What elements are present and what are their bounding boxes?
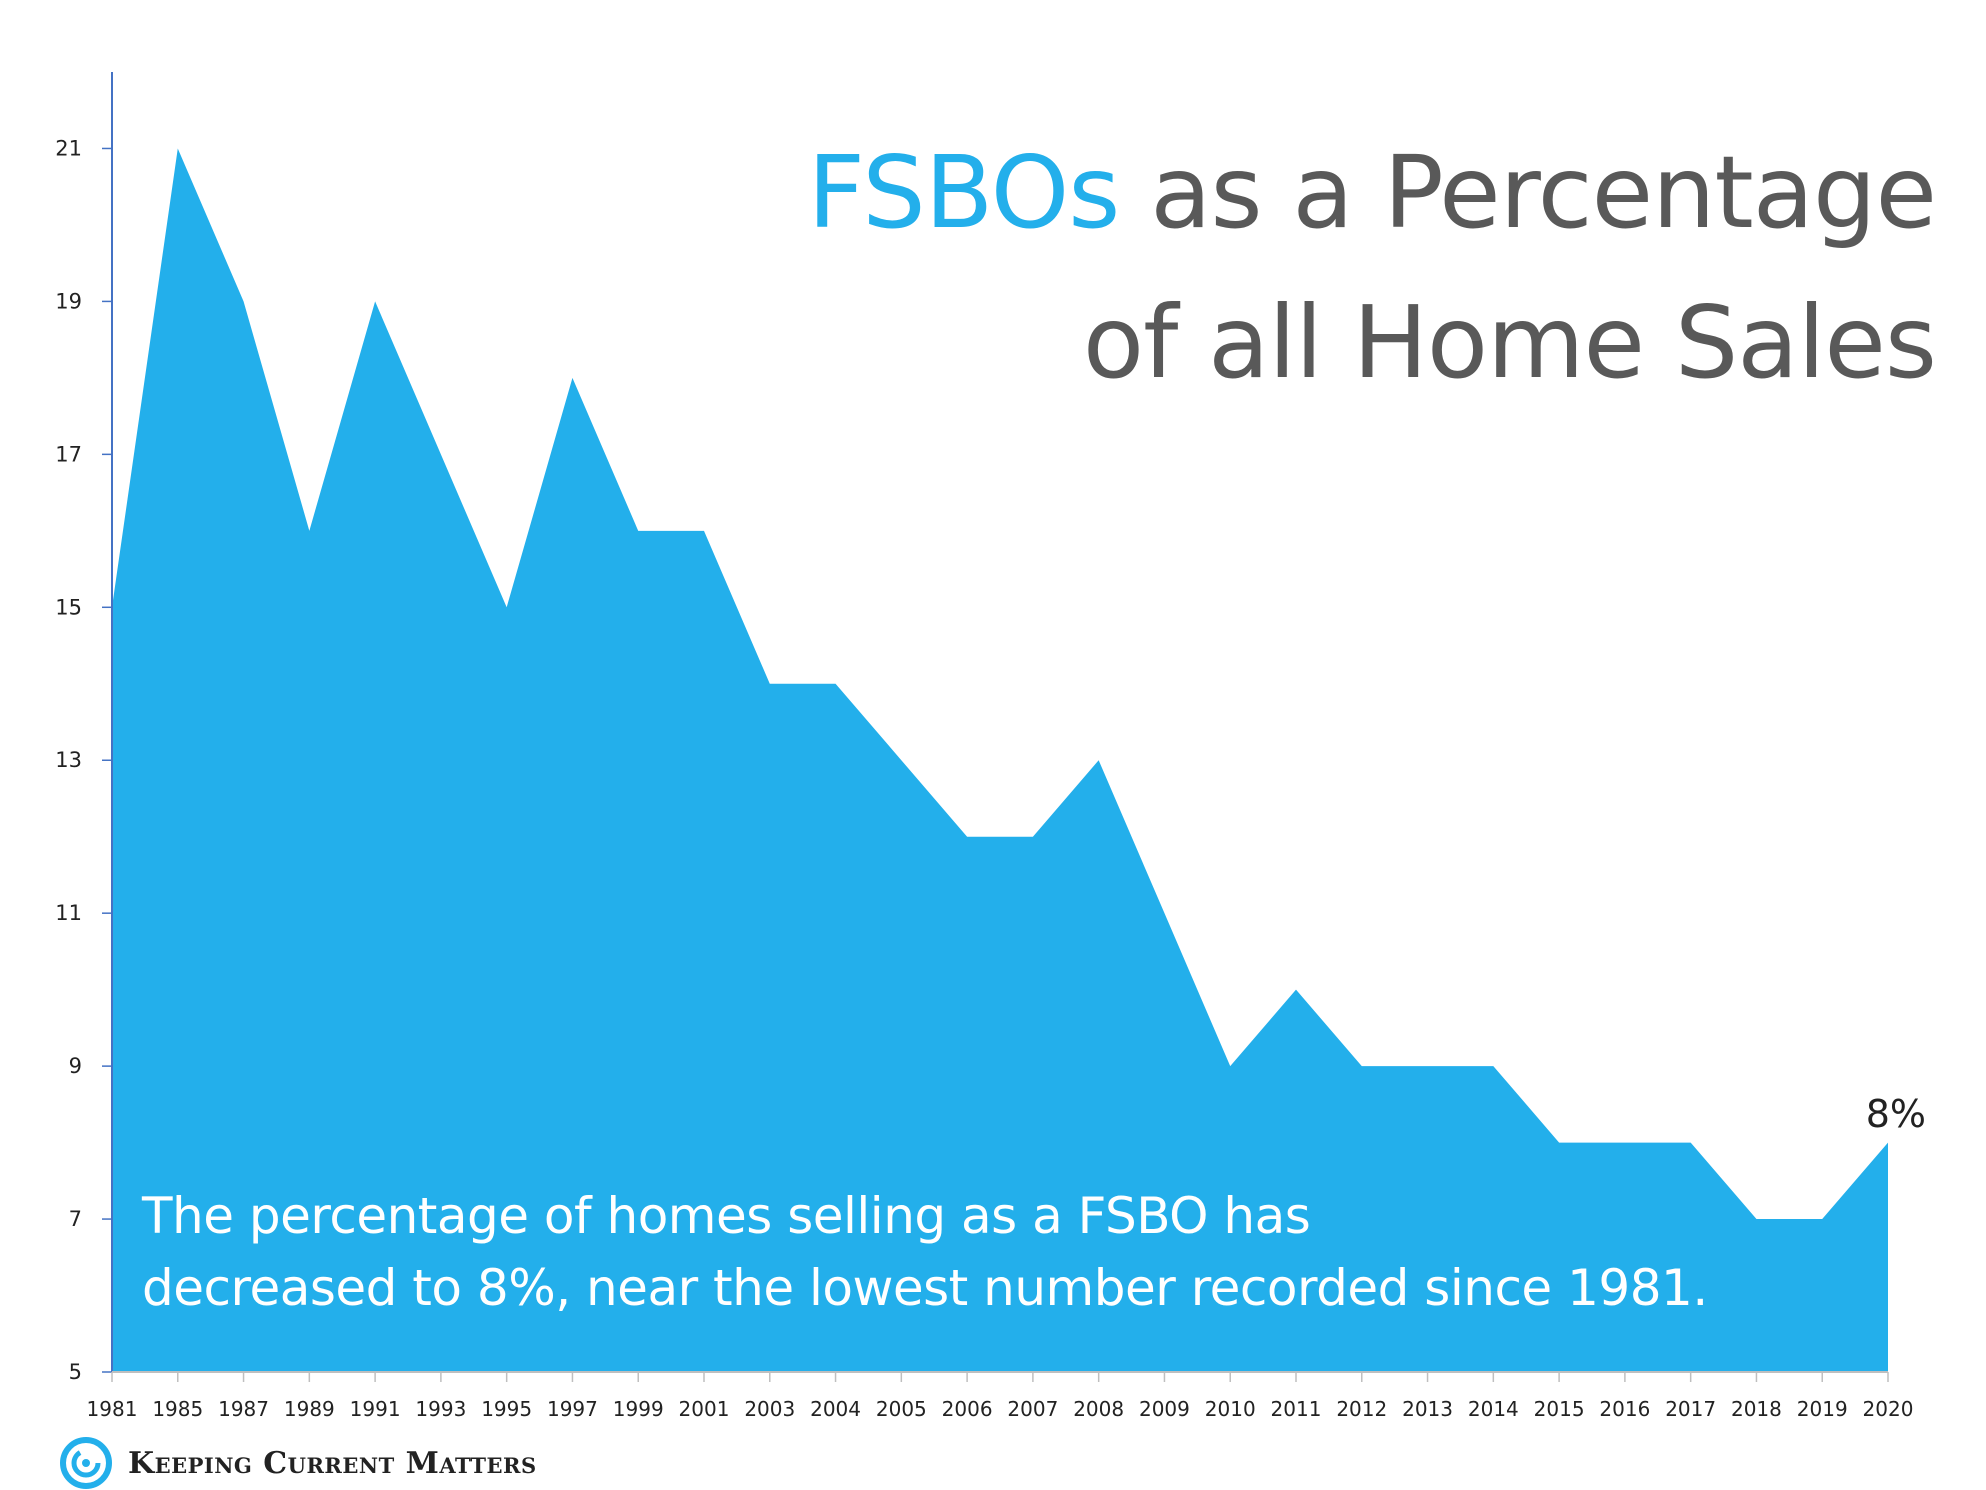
y-tick-label: 13 bbox=[55, 748, 82, 772]
y-axis-ticks: 5 7 9 11 13 15 17 19 21 bbox=[55, 136, 112, 1384]
y-tick-label: 15 bbox=[55, 595, 82, 619]
x-tick-label: 2016 bbox=[1599, 1397, 1650, 1421]
x-tick-label: 2008 bbox=[1073, 1397, 1124, 1421]
x-tick-label: 1999 bbox=[613, 1397, 664, 1421]
x-tick-label: 1995 bbox=[481, 1397, 532, 1421]
x-tick-label: 2001 bbox=[679, 1397, 730, 1421]
y-tick-label: 9 bbox=[69, 1054, 82, 1078]
area-series bbox=[112, 148, 1888, 1372]
x-tick-label: 2007 bbox=[1007, 1397, 1058, 1421]
x-tick-label: 2014 bbox=[1468, 1397, 1519, 1421]
annotation-line1: The percentage of homes selling as a FSB… bbox=[142, 1187, 1311, 1245]
y-tick-label: 21 bbox=[55, 136, 82, 160]
x-tick-label: 1997 bbox=[547, 1397, 598, 1421]
x-tick-label: 1981 bbox=[87, 1397, 138, 1421]
swirl-logo-icon bbox=[60, 1437, 112, 1489]
brand-logo: Keeping Current Matters bbox=[60, 1436, 537, 1490]
y-tick-label: 5 bbox=[69, 1360, 82, 1384]
x-tick-label: 2013 bbox=[1402, 1397, 1453, 1421]
annotation-line2: decreased to 8%, near the lowest number … bbox=[142, 1259, 1708, 1317]
x-tick-label: 2011 bbox=[1271, 1397, 1322, 1421]
y-tick-label: 17 bbox=[55, 442, 82, 466]
x-tick-label: 2006 bbox=[942, 1397, 993, 1421]
y-tick-label: 11 bbox=[55, 901, 82, 925]
chart-title: FSBOs as a Percentage of all Home Sales bbox=[807, 118, 1937, 418]
chart-annotation: The percentage of homes selling as a FSB… bbox=[142, 1180, 1708, 1324]
x-tick-label: 2019 bbox=[1797, 1397, 1848, 1421]
x-tick-label: 2010 bbox=[1205, 1397, 1256, 1421]
x-tick-label: 2015 bbox=[1534, 1397, 1585, 1421]
x-tick-label: 1993 bbox=[415, 1397, 466, 1421]
x-tick-label: 2018 bbox=[1731, 1397, 1782, 1421]
title-accent: FSBOs bbox=[807, 134, 1121, 251]
title-rest-line1: as a Percentage bbox=[1119, 134, 1937, 251]
x-tick-label: 2020 bbox=[1863, 1397, 1914, 1421]
logo-text: Keeping Current Matters bbox=[128, 1445, 537, 1481]
x-tick-label: 2012 bbox=[1336, 1397, 1387, 1421]
x-tick-label: 2003 bbox=[744, 1397, 795, 1421]
x-tick-label: 1991 bbox=[350, 1397, 401, 1421]
x-axis-ticks: 1981 1985 1987 1989 1991 1993 1995 1997 1999 2001… bbox=[87, 1372, 1914, 1421]
x-tick-label: 2004 bbox=[810, 1397, 861, 1421]
x-tick-label: 2009 bbox=[1139, 1397, 1190, 1421]
x-tick-label: 2017 bbox=[1665, 1397, 1716, 1421]
x-tick-label: 1987 bbox=[218, 1397, 269, 1421]
x-tick-label: 1989 bbox=[284, 1397, 335, 1421]
title-line2: of all Home Sales bbox=[1082, 284, 1937, 401]
x-tick-label: 1985 bbox=[152, 1397, 203, 1421]
x-tick-label: 2005 bbox=[876, 1397, 927, 1421]
y-tick-label: 7 bbox=[69, 1207, 82, 1231]
last-value-label: 8% bbox=[1865, 1092, 1926, 1136]
y-tick-label: 19 bbox=[55, 289, 82, 313]
